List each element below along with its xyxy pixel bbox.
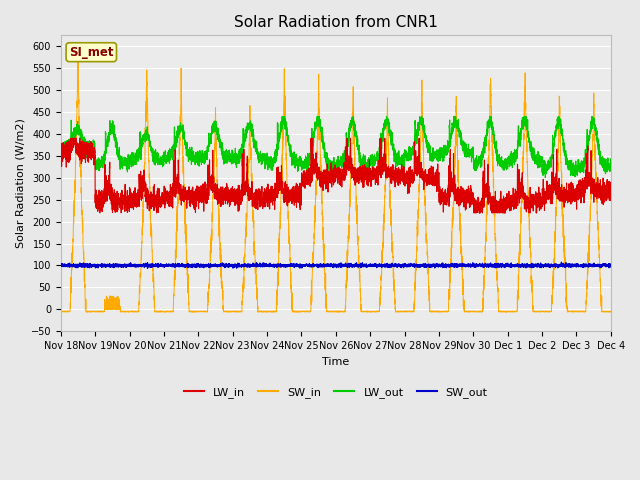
Line: LW_out: LW_out	[61, 117, 611, 178]
SW_in	[171, 267, 179, 273]
LW_in	[487, 194, 495, 200]
LW_out	[487, 119, 495, 124]
SW_out	[514, 263, 522, 268]
SW_in	[528, 277, 536, 283]
Text: SI_met: SI_met	[69, 46, 113, 59]
SW_out	[607, 264, 614, 269]
LW_in	[67, 135, 74, 141]
Legend: LW_in, SW_in, LW_out, SW_out: LW_in, SW_in, LW_out, SW_out	[179, 383, 492, 403]
LW_in	[96, 210, 104, 216]
LW_out	[607, 160, 614, 166]
SW_in	[356, 288, 364, 294]
LW_out	[171, 147, 179, 153]
Line: LW_in: LW_in	[61, 138, 611, 213]
LW_out	[528, 148, 536, 154]
SW_in	[607, 308, 614, 314]
SW_out	[144, 265, 152, 271]
SW_in	[514, 297, 522, 303]
LW_out	[386, 132, 394, 138]
Title: Solar Radiation from CNR1: Solar Radiation from CNR1	[234, 15, 438, 30]
SW_out	[171, 264, 179, 269]
SW_out	[356, 262, 364, 267]
LW_out	[278, 114, 286, 120]
SW_in	[386, 187, 394, 192]
SW_out	[528, 264, 536, 270]
SW_in	[487, 81, 495, 86]
SW_out	[557, 259, 565, 265]
SW_in	[606, 309, 614, 315]
SW_in	[57, 309, 65, 314]
SW_out	[487, 262, 495, 268]
LW_out	[57, 144, 65, 150]
LW_out	[541, 175, 549, 180]
LW_in	[386, 167, 394, 172]
Line: SW_out: SW_out	[61, 262, 611, 268]
LW_in	[607, 192, 614, 198]
SW_in	[74, 47, 82, 52]
SW_out	[57, 261, 65, 267]
LW_in	[356, 173, 364, 179]
Line: SW_in: SW_in	[61, 49, 611, 312]
LW_out	[356, 154, 364, 159]
SW_out	[386, 264, 394, 269]
LW_in	[528, 205, 536, 211]
LW_in	[514, 199, 522, 204]
X-axis label: Time: Time	[322, 357, 349, 367]
Y-axis label: Solar Radiation (W/m2): Solar Radiation (W/m2)	[15, 119, 25, 248]
LW_out	[514, 145, 522, 151]
LW_in	[172, 159, 179, 165]
LW_in	[57, 156, 65, 162]
